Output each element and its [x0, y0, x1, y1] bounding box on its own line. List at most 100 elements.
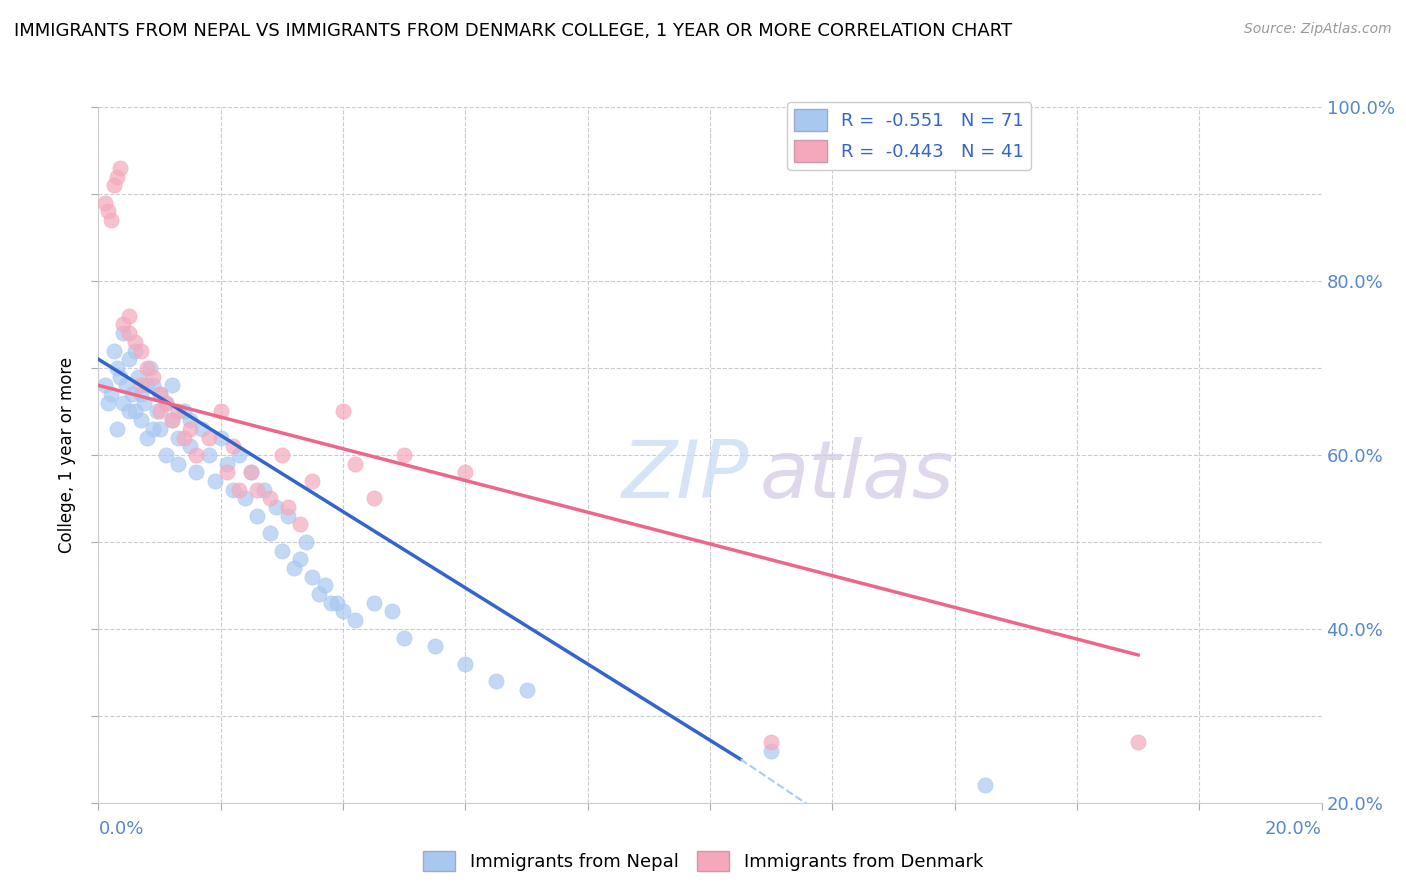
Point — [129, 387, 152, 401]
Point — [283, 561, 305, 575]
Point — [179, 439, 201, 453]
Point — [103, 178, 125, 193]
Point — [139, 360, 162, 375]
Point — [142, 369, 165, 384]
Point — [136, 378, 159, 392]
Point — [228, 483, 250, 497]
Point — [363, 596, 385, 610]
Point — [233, 491, 256, 506]
Point — [124, 334, 146, 349]
Point — [259, 526, 281, 541]
Point — [108, 161, 131, 175]
Point — [1128, 735, 1150, 749]
Point — [173, 404, 195, 418]
Point — [332, 404, 354, 418]
Point — [761, 744, 783, 758]
Point — [295, 534, 318, 549]
Point — [127, 369, 149, 384]
Point — [277, 508, 299, 523]
Point — [290, 552, 312, 566]
Point — [93, 378, 115, 392]
Point — [149, 422, 172, 436]
Point — [326, 596, 349, 610]
Point — [197, 430, 219, 444]
Point — [222, 483, 245, 497]
Text: 0.0%: 0.0% — [98, 821, 143, 838]
Point — [277, 500, 299, 514]
Text: ZIP: ZIP — [621, 437, 749, 515]
Point — [974, 778, 997, 792]
Point — [332, 605, 354, 619]
Point — [118, 326, 141, 340]
Point — [222, 439, 245, 453]
Point — [761, 735, 783, 749]
Point — [100, 213, 122, 227]
Point — [319, 596, 342, 610]
Point — [124, 404, 146, 418]
Point — [124, 343, 146, 358]
Point — [186, 448, 208, 462]
Point — [209, 430, 232, 444]
Point — [344, 457, 367, 471]
Point — [111, 318, 134, 332]
Point — [108, 369, 131, 384]
Point — [264, 500, 287, 514]
Point — [344, 613, 367, 627]
Point — [454, 657, 477, 671]
Point — [136, 430, 159, 444]
Point — [121, 387, 143, 401]
Point — [228, 448, 250, 462]
Point — [93, 195, 115, 210]
Point — [149, 404, 172, 418]
Point — [105, 422, 128, 436]
Point — [179, 422, 201, 436]
Point — [155, 395, 177, 409]
Text: IMMIGRANTS FROM NEPAL VS IMMIGRANTS FROM DENMARK COLLEGE, 1 YEAR OR MORE CORRELA: IMMIGRANTS FROM NEPAL VS IMMIGRANTS FROM… — [14, 22, 1012, 40]
Point — [115, 378, 138, 392]
Point — [308, 587, 330, 601]
Point — [301, 569, 323, 583]
Point — [290, 517, 312, 532]
Point — [155, 395, 177, 409]
Point — [392, 631, 416, 645]
Point — [160, 413, 183, 427]
Point — [301, 474, 323, 488]
Point — [129, 343, 152, 358]
Point — [392, 448, 416, 462]
Point — [145, 404, 167, 418]
Point — [142, 422, 165, 436]
Point — [423, 639, 446, 653]
Point — [167, 430, 190, 444]
Point — [160, 413, 183, 427]
Point — [270, 543, 294, 558]
Point — [363, 491, 385, 506]
Legend: R =  -0.551   N = 71, R =  -0.443   N = 41: R = -0.551 N = 71, R = -0.443 N = 41 — [787, 103, 1031, 169]
Point — [118, 309, 141, 323]
Point — [454, 466, 477, 480]
Point — [197, 448, 219, 462]
Point — [215, 466, 238, 480]
Point — [270, 448, 294, 462]
Point — [516, 682, 538, 697]
Point — [209, 404, 232, 418]
Point — [179, 413, 201, 427]
Point — [111, 395, 134, 409]
Point — [134, 395, 156, 409]
Text: Source: ZipAtlas.com: Source: ZipAtlas.com — [1244, 22, 1392, 37]
Point — [160, 378, 183, 392]
Text: 20.0%: 20.0% — [1265, 821, 1322, 838]
Point — [240, 466, 263, 480]
Point — [97, 204, 120, 219]
Point — [252, 483, 274, 497]
Point — [142, 378, 165, 392]
Point — [215, 457, 238, 471]
Point — [105, 360, 128, 375]
Point — [105, 169, 128, 184]
Point — [246, 483, 269, 497]
Point — [118, 404, 141, 418]
Point — [173, 430, 195, 444]
Point — [191, 422, 214, 436]
Point — [314, 578, 336, 592]
Point — [100, 387, 122, 401]
Point — [111, 326, 134, 340]
